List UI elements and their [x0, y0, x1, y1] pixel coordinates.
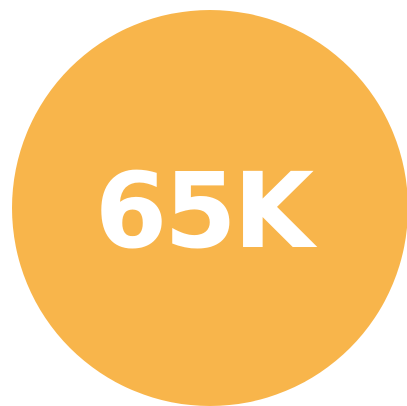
stat-badge: 65K [12, 10, 407, 406]
stat-value: 65K [94, 150, 314, 272]
